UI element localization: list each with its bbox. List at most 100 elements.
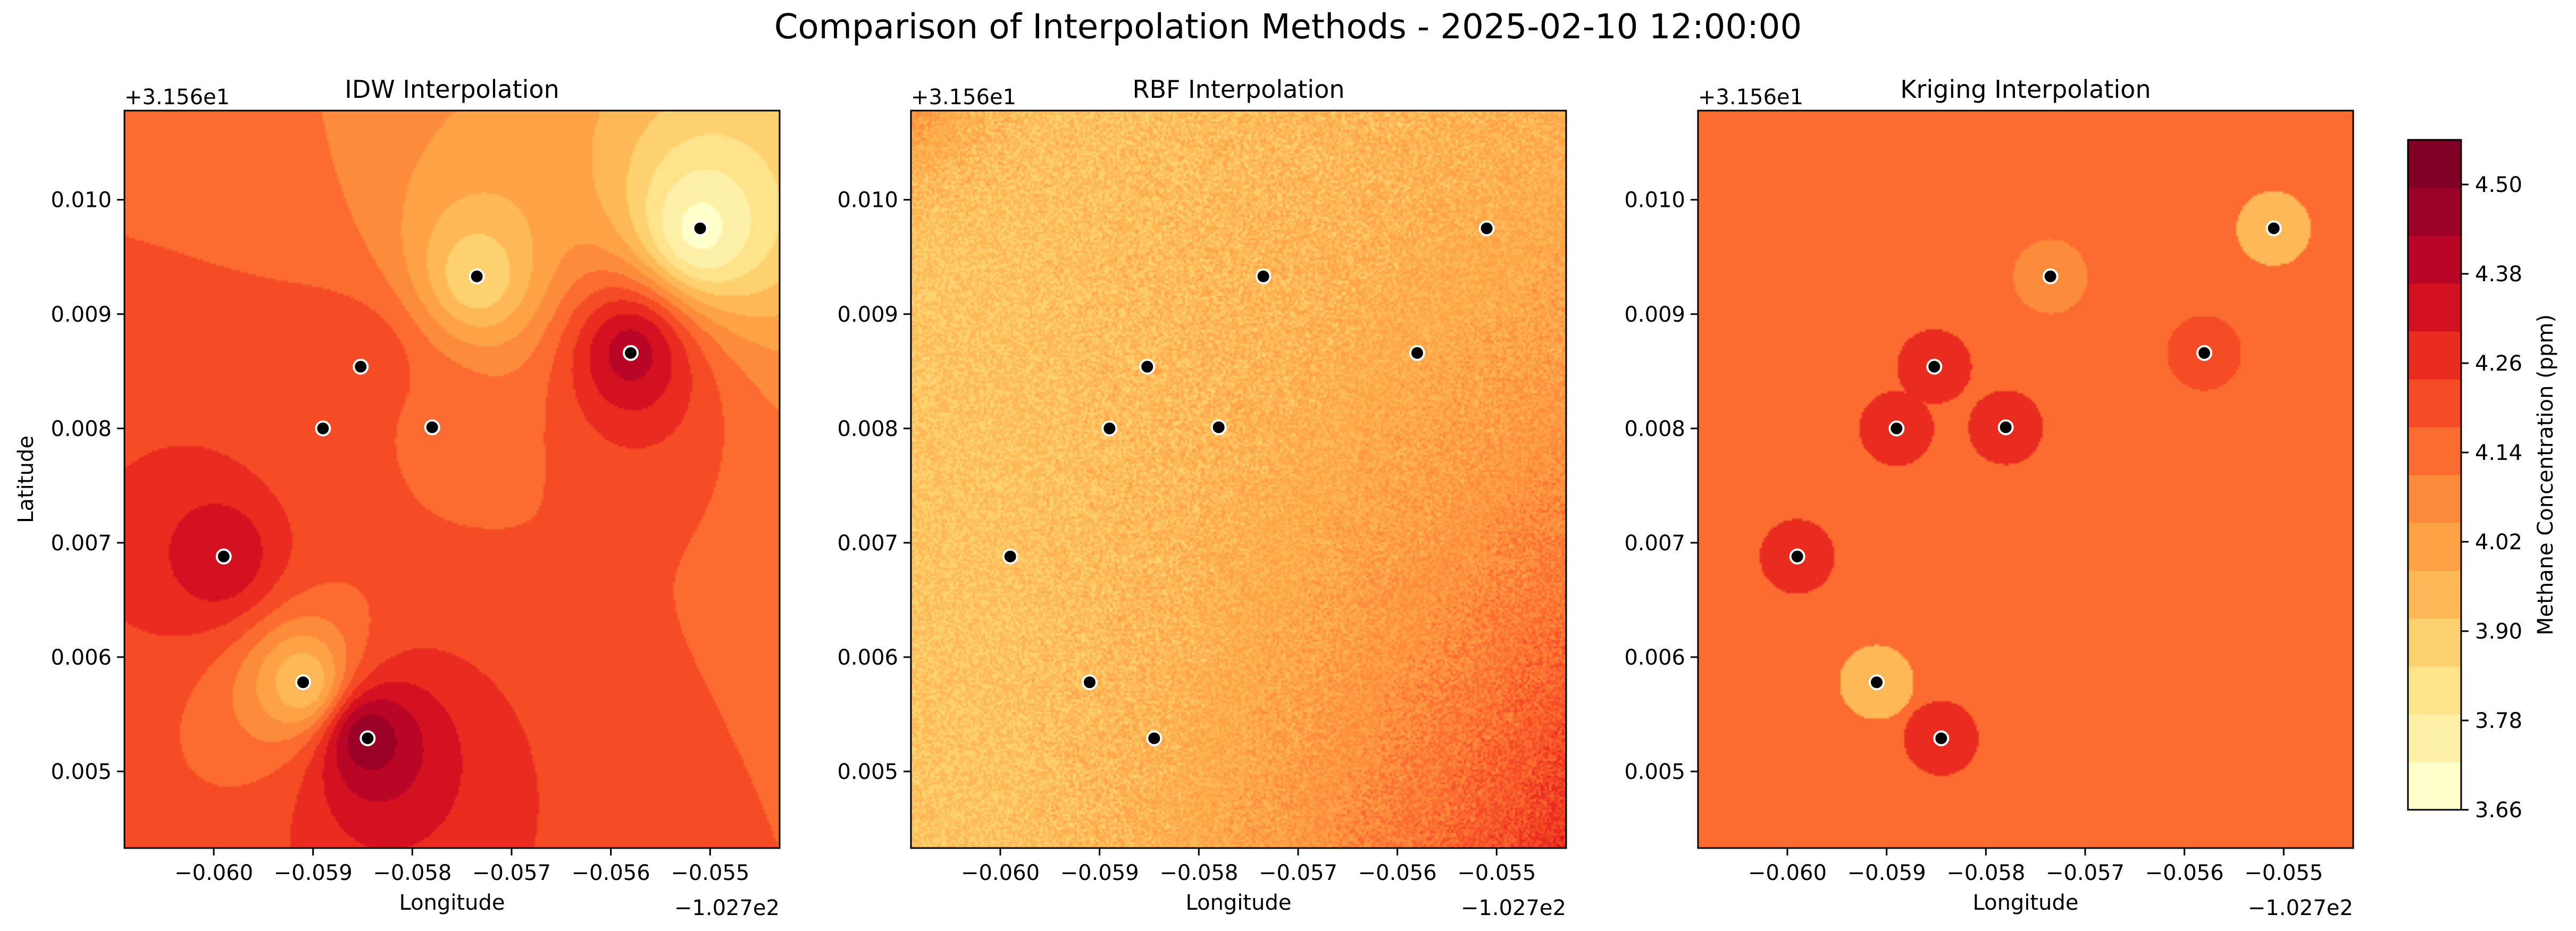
station-point [1926, 358, 1943, 375]
station-point [295, 674, 311, 691]
x-axis-label: Longitude [1973, 891, 2079, 915]
station-point [215, 548, 232, 565]
x-tick-label: −0.057 [2046, 861, 2125, 885]
field-image [1698, 111, 2353, 848]
colorbar-level [2408, 283, 2461, 332]
colorbar-level [2408, 188, 2461, 236]
x-tick-label: −0.057 [1259, 861, 1337, 885]
colorbar-level [2408, 475, 2461, 523]
x-offset-label: −1.027e2 [2248, 896, 2353, 920]
x-tick-label: −0.056 [1358, 861, 1437, 885]
station-point [1789, 548, 1805, 565]
x-tick-label: −0.059 [1060, 861, 1139, 885]
station-point [1210, 419, 1227, 435]
x-offset-label: −1.027e2 [1461, 896, 1566, 920]
station-point [353, 358, 369, 375]
colorbar-tick-label: 4.26 [2475, 351, 2522, 376]
colorbar-level [2408, 666, 2461, 715]
x-tick-label: −0.060 [961, 861, 1040, 885]
colorbar-level [2408, 140, 2461, 188]
x-tick-label: −0.059 [1847, 861, 1926, 885]
y-tick-label: 0.010 [1624, 188, 1685, 213]
x-tick-label: −0.055 [1457, 861, 1536, 885]
station-point [315, 420, 331, 437]
y-tick-label: 0.005 [51, 760, 112, 784]
x-tick-label: −0.058 [373, 861, 451, 885]
colorbar-level [2408, 427, 2461, 475]
y-tick-label: 0.008 [837, 417, 898, 441]
panel-title: Kriging Interpolation [1900, 75, 2151, 104]
y-tick-label: 0.009 [837, 303, 898, 327]
station-point [424, 419, 440, 435]
station-point [1255, 268, 1272, 284]
colorbar-level [2408, 571, 2461, 619]
panel-rbf: RBF Interpolation −0.060 −0.059 −0.058 −0.05… [837, 75, 1567, 920]
station-point [1478, 220, 1495, 237]
x-axis-label: Longitude [399, 891, 505, 915]
station-point [1888, 420, 1905, 437]
y-axis-label: Latitude [14, 435, 38, 523]
x-tick-label: −0.055 [2244, 861, 2323, 885]
colorbar-tick-label: 3.66 [2475, 798, 2522, 823]
station-point [692, 220, 708, 237]
station-point [2042, 268, 2059, 284]
y-tick-label: 0.005 [837, 760, 898, 784]
y-tick-label: 0.008 [1624, 417, 1685, 441]
y-offset-label: +3.156e1 [911, 85, 1016, 110]
axes-frame [910, 110, 1567, 849]
colorbar: 3.66 3.78 3.90 4.02 4.14 4.26 4.38 4.50 Methane … [2407, 139, 2558, 823]
field-image [911, 111, 1566, 848]
y-tick-label: 0.010 [51, 188, 112, 213]
station-point [1082, 674, 1098, 691]
y-offset-label: +3.156e1 [1698, 85, 1803, 110]
x-tick-label: −0.057 [472, 861, 551, 885]
colorbar-level [2408, 523, 2461, 571]
colorbar-tick-label: 4.50 [2475, 173, 2522, 197]
panels: IDW Interpolation −0.060 −0.059 −0.058 −0.05… [14, 75, 2354, 920]
colorbar-label: Methane Concentration (ppm) [2533, 314, 2558, 635]
x-tick-label: −0.058 [1946, 861, 2025, 885]
station-point [469, 268, 485, 284]
figure-title: Comparison of Interpolation Methods - 20… [774, 7, 1802, 47]
y-tick-label: 0.009 [1624, 303, 1685, 327]
station-point [1409, 345, 1425, 361]
colorbar-tick-label: 4.02 [2475, 530, 2522, 555]
y-tick-label: 0.008 [51, 417, 112, 441]
axes-frame [1697, 110, 2354, 849]
panel-idw: IDW Interpolation −0.060 −0.059 −0.058 −0.05… [14, 75, 781, 920]
colorbar-tick-label: 4.38 [2475, 262, 2522, 287]
colorbar-level [2408, 714, 2461, 762]
x-tick-label: −0.060 [174, 861, 253, 885]
y-tick-label: 0.007 [837, 531, 898, 556]
colorbar-tick-label: 4.14 [2475, 441, 2522, 465]
y-tick-label: 0.010 [837, 188, 898, 213]
y-tick-label: 0.007 [1624, 531, 1685, 556]
y-tick-label: 0.009 [51, 303, 112, 327]
x-tick-label: −0.056 [572, 861, 650, 885]
axes-frame [123, 110, 781, 849]
y-offset-label: +3.156e1 [124, 85, 230, 110]
y-tick-label: 0.006 [837, 645, 898, 670]
x-tick-label: −0.058 [1159, 861, 1238, 885]
colorbar-level [2408, 762, 2461, 810]
panel-title: RBF Interpolation [1133, 75, 1345, 104]
colorbar-level [2408, 331, 2461, 380]
station-point [359, 730, 376, 747]
x-tick-label: −0.055 [671, 861, 749, 885]
x-axis-label: Longitude [1186, 891, 1292, 915]
x-offset-label: −1.027e2 [674, 896, 780, 920]
station-point [1002, 548, 1018, 565]
station-point [1933, 730, 1950, 747]
y-tick-label: 0.005 [1624, 760, 1685, 784]
y-tick-label: 0.006 [1624, 645, 1685, 670]
station-point [1101, 420, 1118, 437]
x-tick-label: −0.056 [2145, 861, 2224, 885]
colorbar-level [2408, 618, 2461, 667]
panel-kriging: Kriging Interpolation−0.060 −0.059 −0.058−… [1624, 75, 2354, 920]
colorbar-tick-label: 3.90 [2475, 619, 2522, 644]
panel-title: IDW Interpolation [345, 75, 559, 104]
station-point [1997, 419, 2014, 435]
colorbar-frame [2407, 139, 2462, 811]
colorbar-level [2408, 236, 2461, 284]
